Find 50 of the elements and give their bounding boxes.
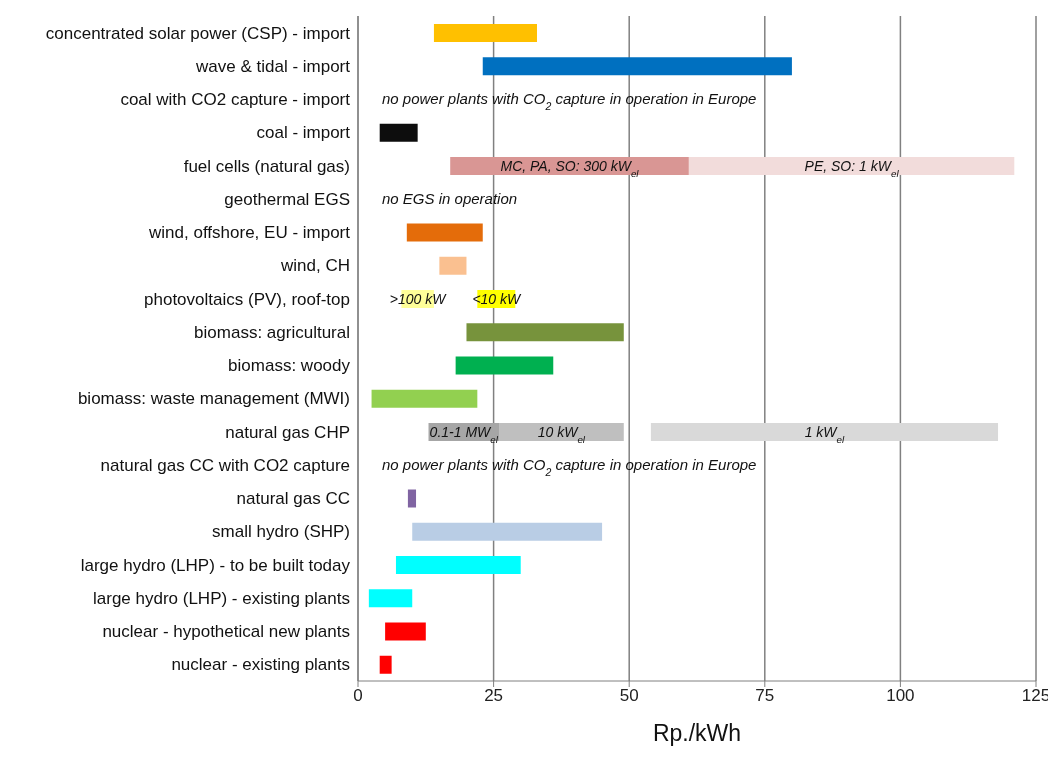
y-tick-label: natural gas CC with CO2 capture xyxy=(100,455,350,475)
bar xyxy=(395,556,521,574)
y-tick-label: natural gas CC xyxy=(236,489,350,509)
bar xyxy=(379,123,418,142)
y-tick-label: photovoltaics (PV), roof-top xyxy=(144,289,350,309)
bar xyxy=(368,589,413,608)
series-label: >100 kW xyxy=(389,291,448,307)
bar xyxy=(371,389,478,408)
annotation: no power plants with CO$_{2}$ capture in operation in Europe xyxy=(382,90,757,113)
y-tick-label: geothermal EGS xyxy=(224,189,350,209)
series-label: MC, PA, SO: 300 kW$_{el}$ xyxy=(500,158,640,179)
bar xyxy=(466,323,624,342)
y-tick-label: natural gas CHP xyxy=(225,422,350,442)
bar xyxy=(455,356,554,375)
y-tick-label: concentrated solar power (CSP) - import xyxy=(45,23,351,43)
bar xyxy=(412,522,603,541)
x-tick-label: 75 xyxy=(755,686,775,706)
bar xyxy=(379,655,392,674)
y-tick-label: biomass: waste management (MWI) xyxy=(77,389,350,409)
series-label: 1 kW$_{el}$ xyxy=(804,424,846,445)
y-tick-label: wave & tidal - import xyxy=(195,56,351,76)
x-tick-label: 25 xyxy=(484,686,504,706)
y-tick-label: small hydro (SHP) xyxy=(212,522,350,542)
bar xyxy=(385,622,426,641)
bar xyxy=(482,57,792,76)
y-tick-label: wind, CH xyxy=(280,256,350,276)
x-tick-label: 100 xyxy=(886,686,915,706)
y-tick-label: nuclear - hypothetical new plants xyxy=(102,622,350,642)
y-tick-label: coal with CO2 capture - import xyxy=(120,90,351,110)
bar xyxy=(433,24,537,42)
annotation: no EGS in operation xyxy=(382,189,518,207)
y-tick-label: fuel cells (natural gas) xyxy=(183,156,350,176)
y-tick-label: biomass: woody xyxy=(228,356,351,376)
bar xyxy=(406,223,483,242)
bar xyxy=(688,157,1015,175)
bar xyxy=(407,489,417,508)
y-tick-label: biomass: agricultural xyxy=(194,322,350,342)
y-tick-label: coal - import xyxy=(256,123,351,143)
x-axis-title: Rp./kWh xyxy=(652,720,742,746)
y-tick-label: large hydro (LHP) - existing plants xyxy=(92,588,350,608)
series-label: PE, SO: 1 kW$_{el}$ xyxy=(804,158,900,179)
y-tick-label: large hydro (LHP) - to be built today xyxy=(80,555,351,575)
y-tick-label: nuclear - existing plants xyxy=(171,655,350,675)
bar xyxy=(439,256,467,275)
series-label: 10 kW$_{el}$ xyxy=(537,424,586,445)
bar xyxy=(650,423,999,441)
annotation: no power plants with CO$_{2}$ capture in operation in Europe xyxy=(382,455,757,478)
x-tick-label: 0 xyxy=(353,686,363,706)
x-tick-label: 50 xyxy=(619,686,639,706)
y-tick-label: wind, offshore, EU - import xyxy=(148,223,351,243)
